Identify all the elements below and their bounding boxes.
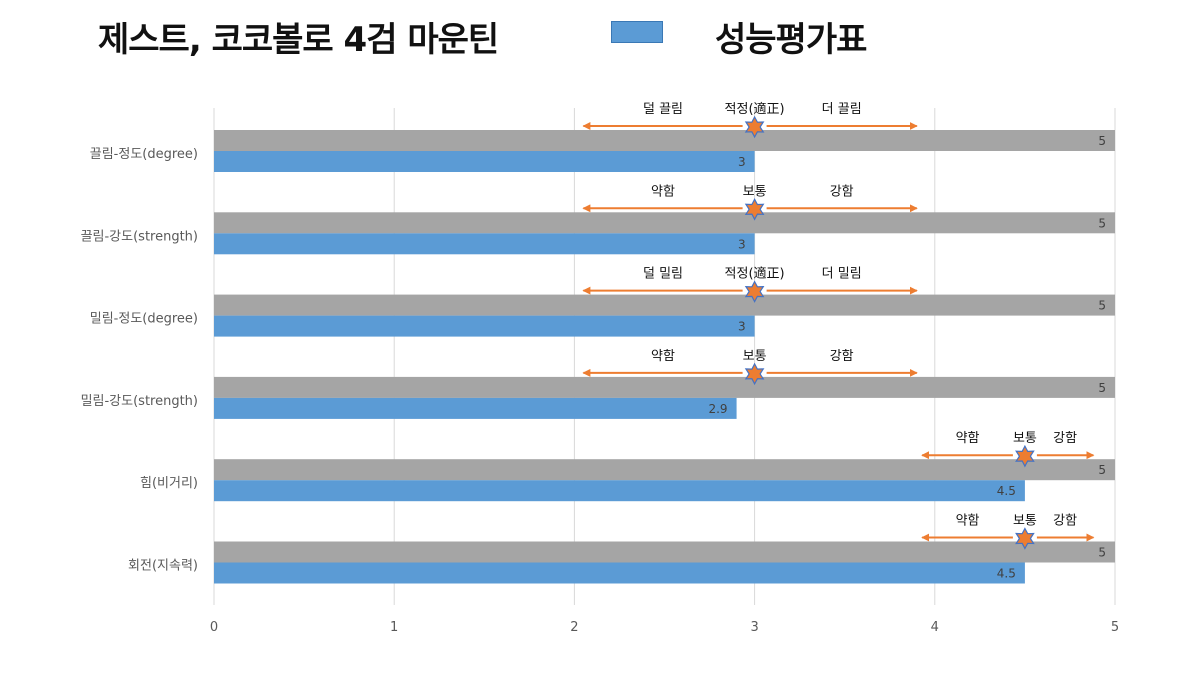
bar-rating — [214, 397, 737, 419]
annotation-right: 강함 — [830, 184, 854, 199]
annotation-left: 약함 — [651, 184, 675, 199]
legend-label: 성능평가표 — [715, 20, 867, 60]
category-label: 끌림-강도(strength) — [81, 229, 198, 244]
star-marker — [744, 280, 765, 303]
x-tick-label: 2 — [570, 620, 578, 635]
legend-swatch — [611, 21, 663, 43]
bar-max — [214, 212, 1115, 234]
bar-rating-value: 2.9 — [708, 402, 727, 416]
annotation-right: 강함 — [830, 349, 854, 364]
annotation-right: 더 끌림 — [822, 102, 862, 117]
bar-max — [214, 541, 1115, 563]
bar-rating — [214, 151, 755, 172]
annotation-right: 강함 — [1053, 431, 1077, 446]
star-marker — [744, 362, 765, 386]
chart-title: 제스트, 코코볼로 4검 마운틴 — [98, 20, 499, 60]
x-tick-label: 1 — [390, 620, 398, 635]
bar-max-value: 5 — [1098, 299, 1106, 313]
category-label: 끌림-정도(degree) — [90, 147, 198, 162]
star-marker — [744, 115, 765, 139]
annotation-right: 더 밀림 — [822, 267, 862, 282]
x-tick-label: 3 — [750, 620, 758, 635]
annotation-right: 강함 — [1053, 514, 1077, 529]
category-label: 밀림-강도(strength) — [81, 394, 198, 409]
annotation-center: 적정(適正) — [725, 266, 785, 282]
bar-max-value: 5 — [1098, 216, 1106, 230]
annotation-left: 덜 밀림 — [643, 267, 683, 282]
annotation-center: 보통 — [1013, 514, 1037, 529]
annotation-center: 보통 — [743, 349, 767, 364]
annotation-center: 보통 — [1013, 431, 1037, 446]
bar-rating-value: 3 — [738, 237, 746, 251]
category-label: 밀림-정도(degree) — [90, 312, 198, 327]
bar-rating — [214, 562, 1025, 584]
bar-rating — [214, 480, 1025, 502]
bar-max — [214, 130, 1115, 151]
bar-max-value: 5 — [1098, 546, 1106, 560]
x-tick-label: 5 — [1111, 620, 1119, 635]
bar-max-value: 5 — [1098, 134, 1106, 148]
bar-rating-value: 4.5 — [997, 484, 1016, 498]
bar-max — [214, 376, 1115, 398]
category-label: 힘(비거리) — [140, 476, 198, 491]
bar-rating-value: 4.5 — [997, 567, 1016, 581]
star-marker — [1015, 444, 1035, 468]
annotation-left: 약함 — [956, 514, 980, 529]
bar-max — [214, 459, 1115, 481]
bar-max-value: 5 — [1098, 463, 1106, 477]
star-marker — [744, 198, 765, 221]
x-tick-label: 4 — [931, 620, 939, 635]
annotation-center: 적정(適正) — [725, 101, 785, 117]
bar-max-value: 5 — [1098, 381, 1106, 395]
annotation-center: 보통 — [743, 184, 767, 199]
bar-rating-value: 3 — [738, 320, 746, 334]
x-tick-label: 0 — [210, 620, 218, 635]
annotation-left: 약함 — [651, 349, 675, 364]
annotation-left: 약함 — [956, 431, 980, 446]
category-label: 회전(지속력) — [128, 559, 198, 574]
bar-rating — [214, 315, 755, 337]
bar-rating-value: 3 — [738, 155, 746, 169]
annotation-left: 덜 끌림 — [643, 102, 683, 117]
bar-rating — [214, 233, 755, 255]
bar-max — [214, 294, 1115, 316]
star-marker — [1015, 527, 1035, 550]
